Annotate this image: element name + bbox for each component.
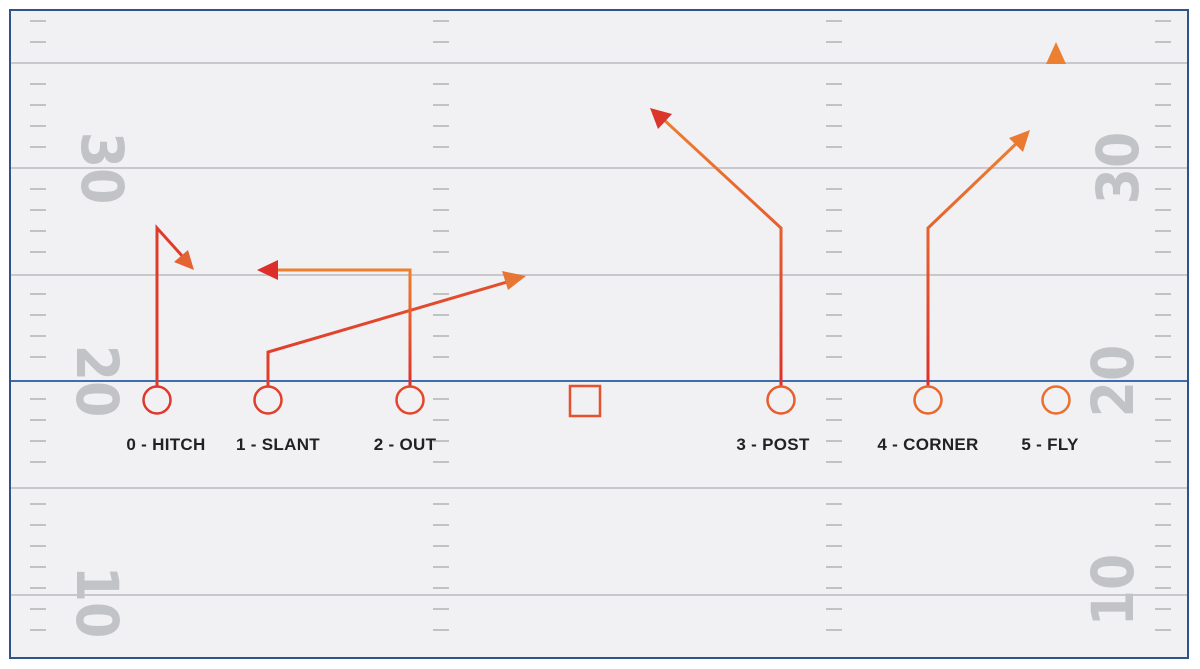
- route-hitch: [142, 224, 194, 415]
- arrow-head-icon: [1046, 42, 1066, 64]
- route-label-corner: 4 - CORNER: [877, 435, 978, 454]
- arrow-head-icon: [257, 260, 278, 280]
- receiver-corner-icon: [913, 385, 943, 415]
- arrow-head-icon: [650, 108, 672, 129]
- route-label-slant: 1 - SLANT: [236, 435, 320, 454]
- receiver-fly-icon: [1041, 385, 1071, 415]
- route-slant: [253, 271, 526, 415]
- route-slant-path: [266, 278, 515, 387]
- receiver-hitch-icon: [142, 385, 172, 415]
- arrow-head-icon: [502, 271, 526, 290]
- yard-number-right-20: 20: [1079, 345, 1147, 418]
- route-label-fly: 5 - FLY: [1021, 435, 1079, 454]
- receiver-post-icon: [766, 385, 796, 415]
- field-background: [9, 9, 1189, 659]
- yard-number-left-20: 20: [63, 345, 131, 418]
- yard-number-left-10: 10: [63, 566, 131, 639]
- arrow-head-icon: [1009, 130, 1030, 152]
- route-out-path: [270, 268, 412, 387]
- route-label-out: 2 - OUT: [374, 435, 437, 454]
- yard-number-right-10: 10: [1079, 554, 1147, 627]
- route-fly: [1041, 42, 1071, 415]
- receiver-out-icon: [395, 385, 425, 415]
- square-icon: [568, 384, 602, 418]
- route-hitch-path: [155, 224, 186, 387]
- route-corner: [913, 130, 1030, 415]
- receiver-slant-icon: [253, 385, 283, 415]
- route-post-path: [660, 116, 783, 387]
- yard-number-right-30: 30: [1084, 132, 1152, 205]
- arrow-head-icon: [174, 250, 194, 270]
- route-out: [257, 260, 425, 415]
- route-label-post: 3 - POST: [736, 435, 810, 454]
- hash-marks: [30, 20, 1171, 631]
- yard-number-left-30: 30: [68, 132, 136, 205]
- route-corner-path: [926, 138, 1022, 387]
- route-label-hitch: 0 - HITCH: [126, 435, 205, 454]
- route-post: [650, 108, 796, 415]
